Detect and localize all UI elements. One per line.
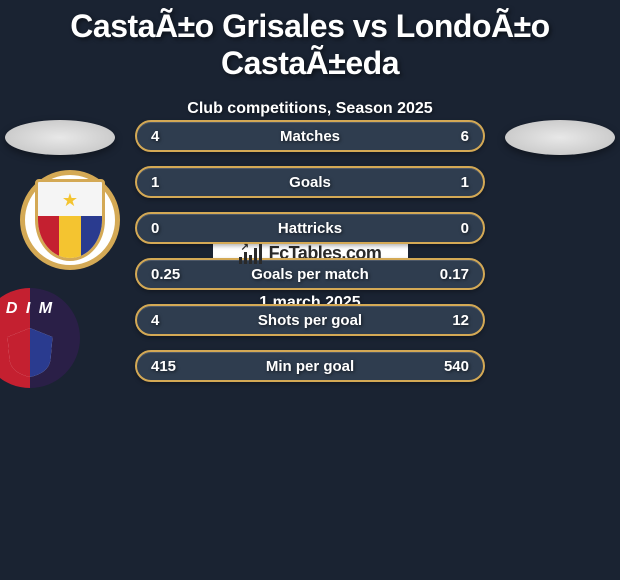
stat-label: Hattricks	[278, 220, 342, 237]
stats-table: 4 Matches 6 1 Goals 1 0 Hattricks 0 0.25 Goals per…	[135, 120, 485, 396]
stat-row: 415 Min per goal 540	[135, 350, 485, 382]
stat-label: Min per goal	[266, 358, 354, 375]
stat-row: 4 Matches 6	[135, 120, 485, 152]
stat-value-left: 415	[151, 358, 176, 375]
stat-row: 4 Shots per goal 12	[135, 304, 485, 336]
stat-label: Goals	[289, 174, 331, 191]
stat-value-right: 0.17	[440, 266, 469, 283]
stat-value-right: 540	[444, 358, 469, 375]
stat-value-left: 1	[151, 174, 159, 191]
fctables-icon: ↗	[239, 242, 265, 264]
stat-row: 0.25 Goals per match 0.17	[135, 258, 485, 290]
stat-row: 0 Hattricks 0	[135, 212, 485, 244]
player-photo-left	[5, 120, 115, 155]
stat-value-right: 12	[452, 312, 469, 329]
stat-value-right: 6	[461, 128, 469, 145]
club-badge-pasto: ★ DEPORTIVO	[20, 170, 120, 270]
stat-label: Goals per match	[251, 266, 369, 283]
stat-value-left: 4	[151, 128, 159, 145]
stat-value-right: 0	[461, 220, 469, 237]
player-photo-right	[505, 120, 615, 155]
subtitle: Club competitions, Season 2025	[0, 100, 620, 118]
stat-label: Shots per goal	[258, 312, 362, 329]
stat-value-left: 0.25	[151, 266, 180, 283]
page-title: CastaÃ±o Grisales vs LondoÃ±o CastaÃ±eda	[0, 0, 620, 82]
dim-letters: D I M	[0, 300, 80, 318]
stat-value-left: 0	[151, 220, 159, 237]
star-icon: ★	[62, 190, 78, 211]
stat-row: 1 Goals 1	[135, 166, 485, 198]
stat-value-left: 4	[151, 312, 159, 329]
comparison-card: CastaÃ±o Grisales vs LondoÃ±o CastaÃ±eda…	[0, 0, 620, 580]
shield-icon	[3, 325, 58, 380]
club-badge-dim: D I M	[0, 288, 80, 388]
stat-label: Matches	[280, 128, 340, 145]
stat-value-right: 1	[461, 174, 469, 191]
